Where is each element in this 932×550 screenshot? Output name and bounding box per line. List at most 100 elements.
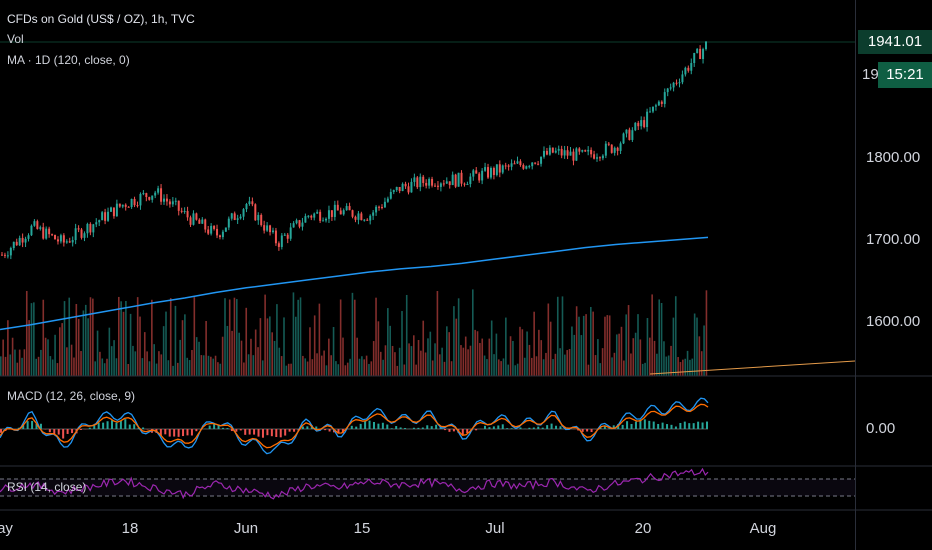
candle <box>572 148 575 166</box>
volume-bar <box>250 338 252 376</box>
candle-body <box>80 229 83 238</box>
volume-bar <box>33 302 35 376</box>
candle-body <box>313 213 316 218</box>
candle-body <box>154 192 157 196</box>
volume-bar <box>488 338 491 376</box>
candle <box>551 147 554 154</box>
candle-body <box>666 88 669 93</box>
candle <box>216 224 219 239</box>
volume-bar <box>292 292 295 376</box>
volume-bar <box>481 338 484 376</box>
candle <box>263 220 266 234</box>
candle <box>504 162 507 170</box>
candle <box>522 163 525 170</box>
candle <box>327 205 330 223</box>
volume-bar <box>438 354 441 376</box>
volume-bar <box>615 334 618 376</box>
candle-body <box>678 82 681 84</box>
candle <box>404 181 407 189</box>
candle-body <box>651 106 654 112</box>
macd-histogram-bar <box>550 423 553 429</box>
candle-body <box>519 161 522 166</box>
candle-body <box>163 198 166 202</box>
candle <box>269 224 272 236</box>
candle <box>560 145 563 159</box>
macd-histogram-bar <box>79 429 82 430</box>
candle-body <box>548 147 551 155</box>
candle <box>322 217 325 222</box>
volume-bar <box>422 320 425 376</box>
candle-body <box>36 221 39 229</box>
candle-body <box>339 210 342 215</box>
volume-bar <box>691 358 694 376</box>
candle-body <box>610 144 613 153</box>
macd-histogram-bar <box>368 420 371 429</box>
candle-body <box>127 206 130 208</box>
candle <box>239 214 242 220</box>
candle <box>121 204 124 209</box>
macd-histogram-bar <box>235 429 238 432</box>
volume-bar <box>186 357 189 376</box>
candle <box>289 223 292 241</box>
candle <box>428 177 431 189</box>
candle <box>584 149 587 153</box>
volume-bar <box>535 356 538 376</box>
candle-body <box>180 210 183 212</box>
volume-bar <box>410 346 413 376</box>
candle-body <box>54 234 57 240</box>
volume-bar <box>443 361 446 376</box>
candle-body <box>590 149 593 155</box>
volume-bar <box>61 323 63 376</box>
candle-body <box>601 155 604 159</box>
candle-body <box>98 220 101 223</box>
candle <box>610 144 613 154</box>
volume-bar <box>403 364 406 376</box>
volume-bar <box>682 359 684 376</box>
candle <box>478 172 481 183</box>
candle-body <box>431 178 434 186</box>
candle-body <box>62 235 65 243</box>
candle-body <box>375 206 378 213</box>
price-candles <box>1 41 707 260</box>
volume-bar <box>49 356 52 376</box>
volume-bar <box>646 318 649 376</box>
candle-body <box>322 220 325 222</box>
macd-tick-zero: 0.00 <box>866 420 896 437</box>
price-tick-1600: 1600.00 <box>866 313 921 330</box>
volume-bar <box>368 363 370 376</box>
volume-bar <box>457 298 460 376</box>
volume-bar <box>122 311 125 376</box>
candle <box>363 219 366 222</box>
volume-bar <box>330 355 332 376</box>
candle-body <box>542 150 545 157</box>
macd-histogram-bar <box>372 421 375 429</box>
volume-bar <box>184 314 186 376</box>
volume-bar <box>526 331 528 376</box>
candle <box>148 196 151 201</box>
price-tick-1700: 1700.00 <box>866 231 921 248</box>
candle-body <box>372 212 375 216</box>
macd-histogram-bar <box>244 429 247 435</box>
volume-bar <box>408 343 410 376</box>
volume-bar <box>332 326 335 376</box>
candle-body <box>283 234 286 236</box>
macd-histogram-bar <box>93 425 96 429</box>
candle <box>109 206 112 212</box>
candle <box>672 81 675 92</box>
macd-histogram-bar <box>679 422 682 429</box>
candle <box>330 210 333 221</box>
macd-histogram-bar <box>657 423 660 429</box>
candle <box>484 162 487 172</box>
volume-bar <box>356 337 358 376</box>
volume-bar <box>703 325 705 376</box>
candle <box>607 142 610 147</box>
volume-bar <box>351 292 354 376</box>
candle-body <box>139 193 142 206</box>
volume-bar <box>552 359 554 376</box>
volume-bar <box>509 336 512 376</box>
volume-bar <box>424 352 427 376</box>
macd-histogram-bar <box>253 429 256 435</box>
volume-bar <box>453 306 455 376</box>
macd-histogram-bar <box>661 422 664 429</box>
